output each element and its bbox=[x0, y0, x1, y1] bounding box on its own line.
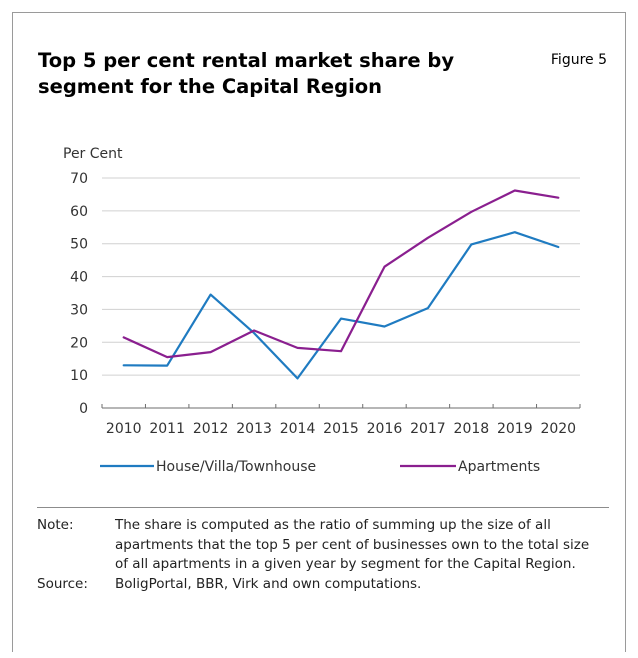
y-tick-label: 0 bbox=[79, 401, 88, 417]
note-text: The share is computed as the ratio of su… bbox=[115, 517, 590, 572]
x-tick-label: 2012 bbox=[193, 421, 229, 437]
x-tick-label: 2016 bbox=[367, 421, 403, 437]
legend-label: House/Villa/Townhouse bbox=[156, 459, 316, 475]
chart-title: Top 5 per cent rental market share by se… bbox=[38, 49, 455, 98]
note-key: Note: bbox=[37, 517, 74, 533]
x-tick-label: 2015 bbox=[323, 421, 359, 437]
line-chart: 0 10 20 30 40 50 60 70 Per Cent 2010 2011 2012 2013 2… bbox=[63, 146, 581, 475]
series-lines bbox=[122, 189, 560, 380]
x-tick-label: 2014 bbox=[280, 421, 316, 437]
x-tick-label: 2011 bbox=[149, 421, 185, 437]
x-tick-label: 2019 bbox=[497, 421, 533, 437]
y-tick-label: 70 bbox=[70, 171, 88, 187]
gridlines bbox=[102, 177, 580, 376]
y-tick-label: 60 bbox=[70, 204, 88, 220]
x-tick-label: 2017 bbox=[410, 421, 446, 437]
y-tick-label: 50 bbox=[70, 237, 88, 253]
source-text: BoligPortal, BBR, Virk and own computati… bbox=[115, 575, 422, 592]
series-line-apartments bbox=[122, 189, 560, 359]
x-tick-label: 2020 bbox=[540, 421, 576, 437]
divider-line bbox=[37, 507, 609, 508]
x-tick-label: 2013 bbox=[236, 421, 272, 437]
y-tick-label: 40 bbox=[70, 270, 88, 286]
figure-panel bbox=[12, 12, 626, 652]
x-tick-label: 2018 bbox=[454, 421, 490, 437]
y-tick-label: 30 bbox=[70, 302, 88, 318]
series-line-house-villa-townhouse bbox=[122, 231, 560, 380]
y-axis-label: Per Cent bbox=[63, 146, 123, 162]
figure-label: Figure 5 bbox=[550, 52, 607, 68]
source-key: Source: bbox=[37, 575, 88, 592]
y-tick-label: 10 bbox=[70, 368, 88, 384]
y-tick-label: 20 bbox=[70, 335, 88, 351]
x-tick-label: 2010 bbox=[106, 421, 142, 437]
legend-label: Apartments bbox=[458, 459, 540, 475]
legend: House/Villa/Townhouse Apartments bbox=[100, 459, 540, 475]
notes-block: Note: The share is computed as the ratio… bbox=[37, 516, 597, 594]
note-row: Note: The share is computed as the ratio… bbox=[37, 516, 597, 575]
axes: 0 10 20 30 40 50 60 70 Per Cent 2010 2011 2012 2013 2… bbox=[63, 146, 581, 437]
source-row: Source: BoligPortal, BBR, Virk and own c… bbox=[37, 575, 597, 595]
